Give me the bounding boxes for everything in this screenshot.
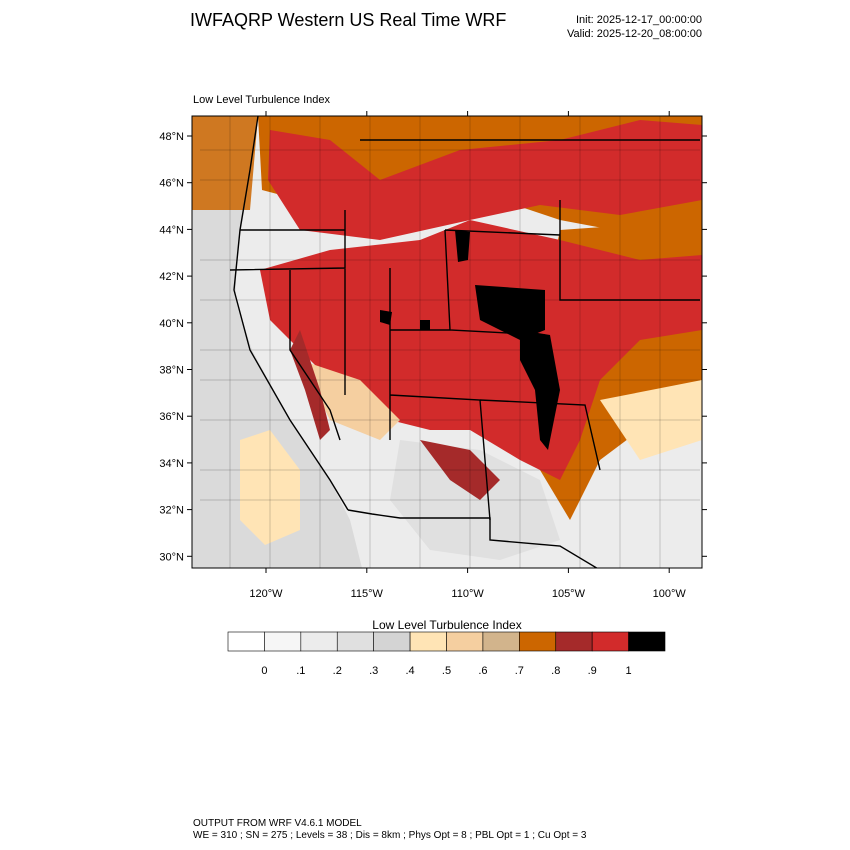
colorbar: 0 .1 .2 .3 .4 .5 .6 .7 .8 .9 1 [227,631,666,677]
colorbar-box [591,631,629,652]
colorbar-box [446,631,484,652]
footer-line: WE = 310 ; SN = 275 ; Levels = 38 ; Dis … [193,830,587,841]
lat-label: 34°N [159,458,184,470]
colorbar-box [336,631,374,652]
colorbar-box [227,631,265,652]
colorbar-label: .3 [369,665,378,677]
map-subtitle: Low Level Turbulence Index [193,94,330,106]
ocean [192,116,362,568]
lat-label: 38°N [159,365,184,377]
lat-label: 36°N [159,411,184,423]
black-cells [380,230,560,450]
lon-label: 100°W [653,588,687,600]
colorbar-label: .7 [515,665,524,677]
orange-nw [192,116,258,210]
lat-label: 48°N [159,131,184,143]
valid-time: Valid: 2025-12-20_08:00:00 [567,28,702,40]
map-frame [191,115,703,569]
county-lines [200,116,700,568]
colorbar-box [482,631,520,652]
colorbar-box [409,631,447,652]
lat-label: 46°N [159,178,184,190]
colorbar-label: .9 [588,665,597,677]
colorbar-label: .8 [551,665,560,677]
map-field [192,116,702,568]
colorbar-label: .6 [478,665,487,677]
colorbar-box [373,631,411,652]
colorbar-label: .2 [333,665,342,677]
colorbar-box [264,631,302,652]
colorbar-box [628,631,666,652]
lon-label: 120°W [249,588,283,600]
colorbar-label: 0 [261,665,267,677]
lon-label: 105°W [552,588,586,600]
map-axes: 48°N 46°N 44°N 42°N 40°N 38°N 36°N 34°N 32°N 30°N… [159,111,707,600]
colorbar-title: Low Level Turbulence Index [372,618,521,632]
lat-label: 40°N [159,318,184,330]
lat-label: 44°N [159,224,184,236]
footer-line: OUTPUT FROM WRF V4.6.1 MODEL [193,818,362,829]
colorbar-label: 1 [626,665,632,677]
init-time: Init: 2025-12-17_00:00:00 [576,14,702,26]
lon-label: 110°W [451,588,484,600]
colorbar-label: .1 [296,665,305,677]
colorbar-box [555,631,593,652]
colorbar-box [300,631,338,652]
lat-label: 42°N [159,271,184,283]
colorbar-label: .4 [405,665,414,677]
lat-label: 32°N [159,505,184,517]
title: IWFAQRP Western US Real Time WRF [190,10,506,30]
colorbar-box [519,631,557,652]
colorbar-label: .5 [442,665,451,677]
lon-label: 115°W [351,588,384,600]
lat-label: 30°N [159,551,184,563]
